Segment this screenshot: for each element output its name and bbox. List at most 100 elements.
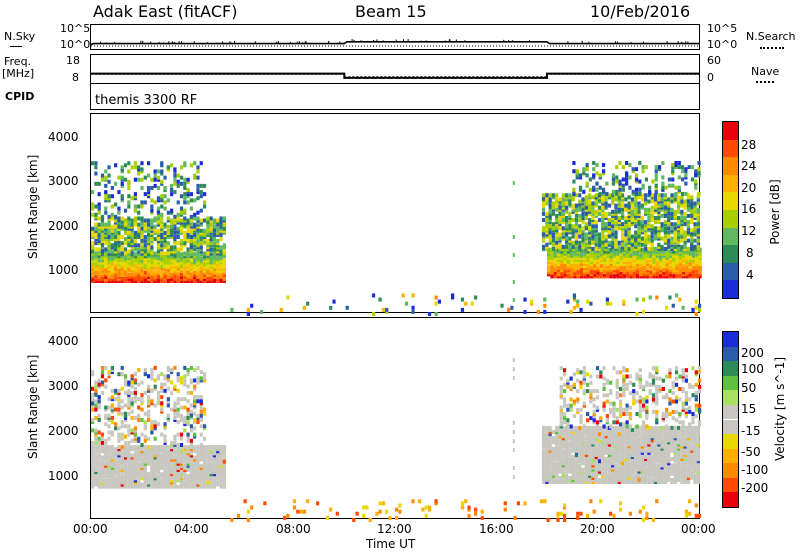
heatmap-cell <box>545 202 548 206</box>
heatmap-cell <box>670 199 673 203</box>
heatmap-cell <box>170 219 173 223</box>
heatmap-cell <box>107 478 110 482</box>
heatmap-cell <box>144 445 147 449</box>
heatmap-cell <box>660 193 663 197</box>
heatmap-cell <box>183 378 186 382</box>
heatmap-cell <box>670 241 673 245</box>
heatmap-cell <box>98 395 101 399</box>
heatmap-cell <box>94 247 97 251</box>
heatmap-cell <box>167 225 170 229</box>
heatmap-cell <box>552 436 555 440</box>
heatmap-cell <box>187 433 190 437</box>
heatmap-cell <box>150 186 153 190</box>
heatmap-cell <box>549 224 552 228</box>
heatmap-cell <box>634 230 637 234</box>
heatmap-cell <box>173 416 176 420</box>
heatmap-cell <box>635 188 638 192</box>
heatmap-cell <box>124 445 127 449</box>
heatmap-cell <box>114 235 117 239</box>
heatmap-cell <box>131 239 134 243</box>
heatmap-cell <box>549 230 552 234</box>
heatmap-cell <box>117 237 120 241</box>
heatmap-cell <box>154 437 157 441</box>
heatmap-cell <box>157 249 160 253</box>
heatmap-cell <box>187 385 190 389</box>
heatmap-cell <box>599 173 602 177</box>
heatmap-cell <box>615 180 618 184</box>
heatmap-cell <box>558 237 561 241</box>
heatmap-cell <box>150 260 153 264</box>
heatmap-cell <box>346 306 349 310</box>
heatmap-cell <box>555 208 558 212</box>
heatmap-cell <box>140 200 143 204</box>
heatmap-cell <box>622 184 625 188</box>
heatmap-cell <box>552 212 555 216</box>
heatmap-cell <box>114 422 117 426</box>
heatmap-cell <box>111 216 114 220</box>
heatmap-cell <box>588 241 591 245</box>
heatmap-cell <box>601 195 604 199</box>
heatmap-cell <box>134 161 137 165</box>
heatmap-cell <box>104 385 107 389</box>
heatmap-cell <box>144 219 147 223</box>
heatmap-cell <box>177 412 180 416</box>
heatmap-cell <box>101 437 104 441</box>
heatmap-cell <box>213 478 216 482</box>
heatmap-cell <box>614 426 617 430</box>
heatmap-cell <box>140 399 143 403</box>
heatmap-cell <box>124 374 127 378</box>
heatmap-cell <box>163 439 166 443</box>
heatmap-cell <box>562 457 565 461</box>
heatmap-cell <box>111 431 114 435</box>
heatmap-cell <box>200 194 203 198</box>
heatmap-cell <box>196 211 199 215</box>
heatmap-cell <box>625 182 628 186</box>
heatmap-cell <box>523 310 526 314</box>
heatmap-cell <box>190 229 193 233</box>
heatmap-cell <box>461 308 464 312</box>
heatmap-cell <box>568 440 571 444</box>
heatmap-cell <box>160 205 163 209</box>
heatmap-cell <box>628 195 631 199</box>
heatmap-cell <box>121 241 124 245</box>
heatmap-cell <box>167 216 170 220</box>
heatmap-cell <box>200 370 203 374</box>
heatmap-cell <box>610 274 613 278</box>
heatmap-cell <box>160 372 163 376</box>
heatmap-cell <box>614 463 617 467</box>
heatmap-cell <box>160 445 163 449</box>
heatmap-cell <box>615 190 618 194</box>
heatmap-cell <box>647 247 650 251</box>
heatmap-cell <box>562 212 565 216</box>
heatmap-cell <box>674 237 677 241</box>
heatmap-cell <box>213 219 216 223</box>
heatmap-cell <box>578 463 581 467</box>
heatmap-cell <box>411 293 414 297</box>
heatmap-cell <box>127 205 130 209</box>
heatmap-cell <box>183 200 186 204</box>
heatmap-cell <box>542 218 545 222</box>
heatmap-cell <box>147 174 150 178</box>
heatmap-cell <box>651 235 654 239</box>
heatmap-cell <box>121 433 124 437</box>
heatmap-cell <box>582 167 585 171</box>
heatmap-cell <box>107 424 110 428</box>
heatmap-cell <box>91 460 94 464</box>
heatmap-cell <box>210 449 213 453</box>
heatmap-cell <box>675 293 678 297</box>
heatmap-cell <box>585 440 588 444</box>
heatmap-cell <box>382 308 385 312</box>
heatmap-cell <box>213 449 216 453</box>
heatmap-cell <box>187 233 190 237</box>
heatmap-cell <box>203 408 206 412</box>
heatmap-cell <box>173 456 176 460</box>
heatmap-cell <box>144 435 147 439</box>
heatmap-cell <box>579 308 582 312</box>
heatmap-cell <box>137 406 140 410</box>
heatmap-cell <box>605 472 608 476</box>
heatmap-cell <box>206 225 209 229</box>
heatmap-cell <box>107 431 110 435</box>
heatmap-cell <box>550 274 553 278</box>
heatmap-cell <box>127 424 130 428</box>
heatmap-cell <box>332 300 335 304</box>
